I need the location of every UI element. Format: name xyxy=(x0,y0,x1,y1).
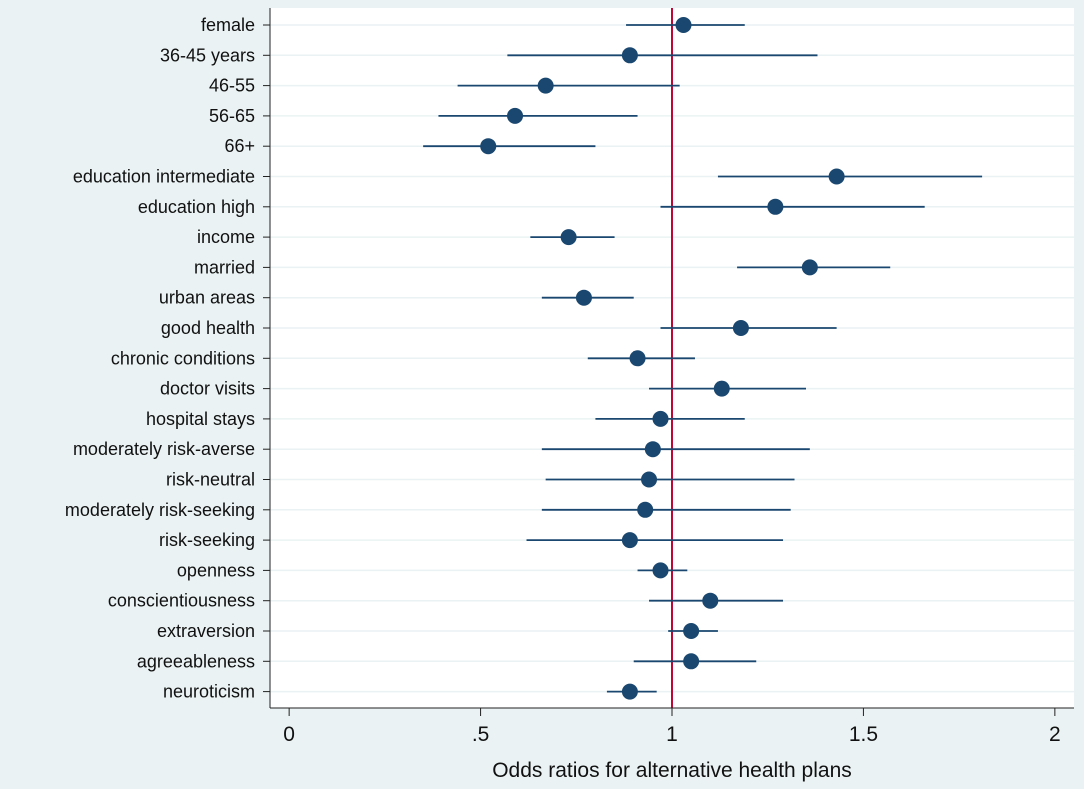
y-tick-label: neuroticism xyxy=(163,682,255,702)
y-tick-label: 56-65 xyxy=(209,106,255,126)
estimate-point xyxy=(560,229,577,246)
estimate-point xyxy=(702,592,719,609)
estimate-point xyxy=(683,623,700,639)
estimate-point xyxy=(621,532,638,549)
y-tick-label: doctor visits xyxy=(160,379,255,399)
estimate-point xyxy=(801,259,818,276)
estimate-point xyxy=(652,562,669,579)
estimate-point xyxy=(537,77,554,94)
y-tick-label: conscientiousness xyxy=(108,591,255,611)
y-tick-label: married xyxy=(194,257,255,277)
y-tick-label: good health xyxy=(161,318,255,338)
y-tick-label: moderately risk-averse xyxy=(73,439,255,459)
y-tick-label: education intermediate xyxy=(73,167,255,187)
x-tick-label: 1 xyxy=(666,723,678,746)
estimate-point xyxy=(644,441,661,458)
y-tick-label: urban areas xyxy=(159,288,255,308)
y-axis-labels: female 36-45 years 46-55 56-65 66+ education … xyxy=(65,8,271,708)
y-tick-label: education high xyxy=(138,197,255,217)
estimate-point xyxy=(621,47,638,64)
estimate-point xyxy=(575,289,592,306)
y-tick-label: income xyxy=(197,227,255,247)
confidence-intervals xyxy=(423,24,983,693)
estimate-point xyxy=(507,107,524,124)
x-axis-title: Odds ratios for alternative health plans xyxy=(492,759,852,782)
x-tick-label: .5 xyxy=(472,723,490,746)
y-tick-label: hospital stays xyxy=(146,409,255,429)
estimate-point xyxy=(641,471,658,488)
y-tick-label: risk-seeking xyxy=(159,530,255,550)
estimate-point xyxy=(675,17,692,33)
estimate-point xyxy=(637,501,654,518)
y-tick-label: risk-neutral xyxy=(166,470,255,490)
estimate-point xyxy=(713,380,730,397)
estimate-point xyxy=(767,198,784,215)
y-tick-label: openness xyxy=(177,560,255,580)
estimate-point xyxy=(621,683,638,700)
y-tick-label: female xyxy=(201,15,255,35)
y-tick-label: 66+ xyxy=(224,136,255,156)
estimate-point xyxy=(732,320,749,336)
estimate-point xyxy=(828,168,845,185)
estimate-point xyxy=(629,350,646,367)
y-tick-label: 46-55 xyxy=(209,76,255,96)
x-axis-ticks: 0 .5 1 1.5 2 xyxy=(283,708,1061,746)
estimate-point xyxy=(652,410,669,427)
y-tick-label: 36-45 years xyxy=(160,45,255,65)
y-tick-label: chronic conditions xyxy=(111,348,255,368)
y-tick-label: extraversion xyxy=(157,621,255,641)
point-estimates xyxy=(480,17,845,700)
y-tick-label: moderately risk-seeking xyxy=(65,500,255,520)
x-tick-label: 0 xyxy=(283,723,295,746)
estimate-point xyxy=(683,653,700,670)
estimate-point xyxy=(480,138,497,155)
x-tick-label: 1.5 xyxy=(849,723,878,746)
x-tick-label: 2 xyxy=(1049,723,1061,746)
y-tick-label: agreeableness xyxy=(137,651,255,671)
